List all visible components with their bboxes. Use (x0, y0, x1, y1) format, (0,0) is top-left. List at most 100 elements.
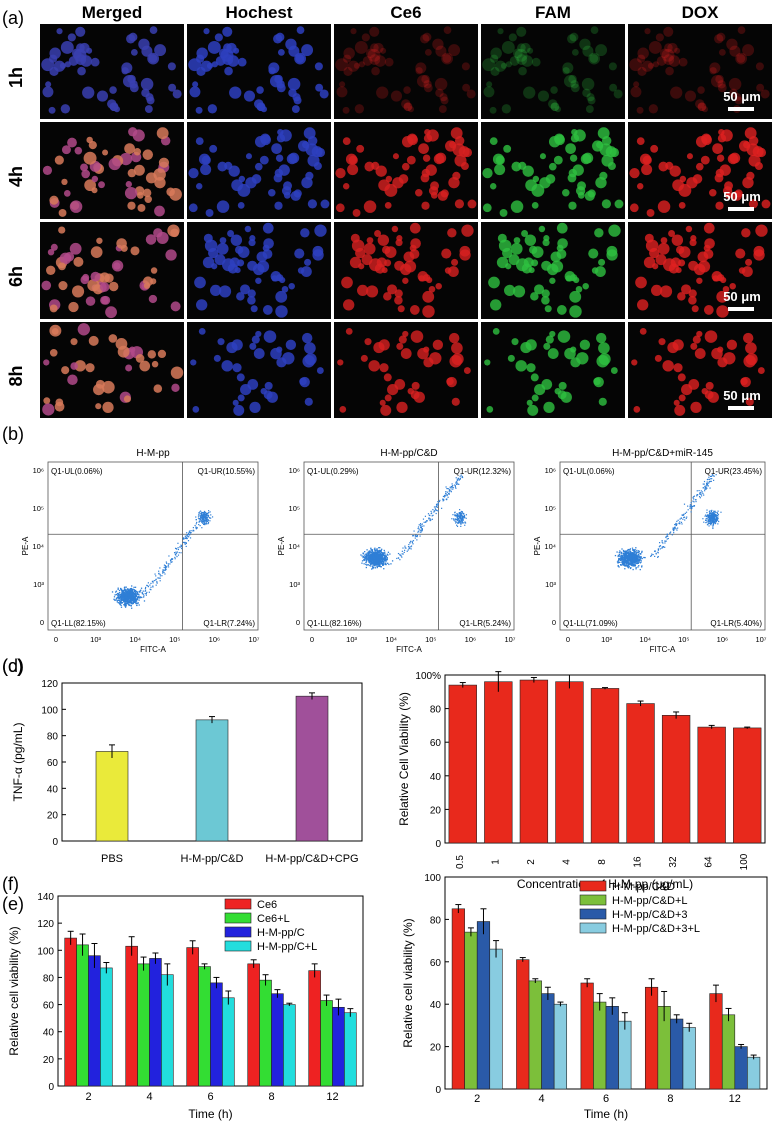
event-dot (712, 512, 714, 515)
bar-ce6-8 (247, 963, 260, 1087)
cell-dot (539, 153, 546, 160)
cell-dot (67, 374, 78, 385)
cell-dot (736, 54, 746, 63)
cell-dot (605, 146, 617, 158)
event-dot (631, 560, 633, 562)
event-dot (201, 518, 203, 520)
event-dot (436, 509, 438, 512)
event-dot (154, 573, 156, 575)
event-dot (454, 486, 457, 488)
cell-dot (466, 89, 476, 99)
event-dot (155, 578, 157, 580)
event-dot (111, 591, 114, 593)
event-dot (428, 518, 430, 520)
event-dot (142, 590, 144, 592)
cell-dot (423, 80, 432, 89)
event-dot (373, 557, 376, 559)
event-dot (198, 521, 200, 523)
event-dot (121, 597, 123, 600)
event-dot (377, 559, 379, 561)
micrograph-fam-8h (481, 322, 625, 418)
event-dot (141, 591, 143, 594)
event-dot (463, 515, 465, 517)
event-dot (657, 556, 659, 558)
event-dot (435, 506, 437, 508)
cell-dot (701, 106, 709, 113)
cell-dot (111, 260, 124, 272)
event-dot (382, 557, 385, 560)
event-dot (409, 542, 411, 544)
cell-dot (377, 234, 390, 246)
event-dot (124, 595, 126, 597)
cell-dot (556, 222, 568, 234)
event-dot (396, 557, 398, 560)
cell-dot (483, 86, 495, 98)
bar-2 (519, 679, 549, 844)
y-tick-label: 100% (415, 671, 441, 682)
event-dot (143, 600, 146, 602)
event-dot (175, 554, 177, 556)
event-dot (677, 519, 679, 521)
event-dot (130, 591, 132, 593)
cell-dot (210, 284, 222, 297)
column-header-hochest: Hochest (225, 3, 292, 22)
event-dot (713, 475, 715, 477)
event-dot (420, 528, 422, 530)
cell-dot (674, 404, 686, 416)
cell-dot (585, 105, 594, 113)
event-dot (205, 518, 207, 520)
event-dot (458, 483, 460, 485)
event-dot (442, 500, 444, 502)
cell-dot (364, 338, 372, 346)
event-dot (132, 589, 134, 591)
event-dot (128, 596, 130, 598)
cell-dot (47, 248, 55, 256)
event-dot (627, 563, 629, 565)
cell-dot (380, 404, 392, 416)
event-dot (457, 518, 459, 520)
event-dot (374, 551, 376, 553)
y-tick-label: 80 (430, 915, 442, 926)
event-dot (204, 523, 206, 525)
event-dot (624, 553, 626, 556)
cell-dot (415, 188, 423, 197)
event-dot (628, 566, 630, 568)
event-dot (625, 559, 627, 561)
event-dot (204, 518, 206, 520)
y-tick-label: 100 (37, 946, 54, 957)
event-dot (461, 517, 464, 520)
event-dot (461, 515, 463, 517)
event-dot (120, 599, 123, 601)
event-dot (710, 524, 712, 526)
event-dot (150, 586, 152, 588)
cell-dot (188, 203, 198, 213)
event-dot (148, 591, 150, 593)
event-dot (124, 601, 126, 603)
cell-dot (588, 52, 600, 65)
cell-dot (102, 149, 109, 156)
event-dot (117, 602, 120, 604)
event-dot (627, 549, 629, 551)
cell-dot (508, 33, 517, 42)
bar-ce6-2 (64, 937, 77, 1087)
event-dot (376, 561, 378, 563)
event-dot (382, 562, 384, 565)
event-dot (122, 589, 125, 592)
event-dot (382, 563, 385, 566)
cell-dot (63, 190, 71, 197)
cell-dot (243, 90, 256, 102)
cell-dot (662, 360, 674, 372)
cell-dot (86, 47, 93, 54)
event-dot (378, 554, 380, 556)
event-dot (156, 581, 158, 583)
event-dot (370, 565, 372, 567)
event-dot (675, 528, 677, 530)
event-dot (417, 530, 420, 532)
event-dot (624, 551, 627, 554)
event-dot (450, 486, 452, 488)
cell-dot (127, 168, 137, 178)
event-dot (431, 518, 434, 520)
event-dot (446, 498, 448, 500)
y-tick-label: 10⁶ (33, 466, 44, 475)
